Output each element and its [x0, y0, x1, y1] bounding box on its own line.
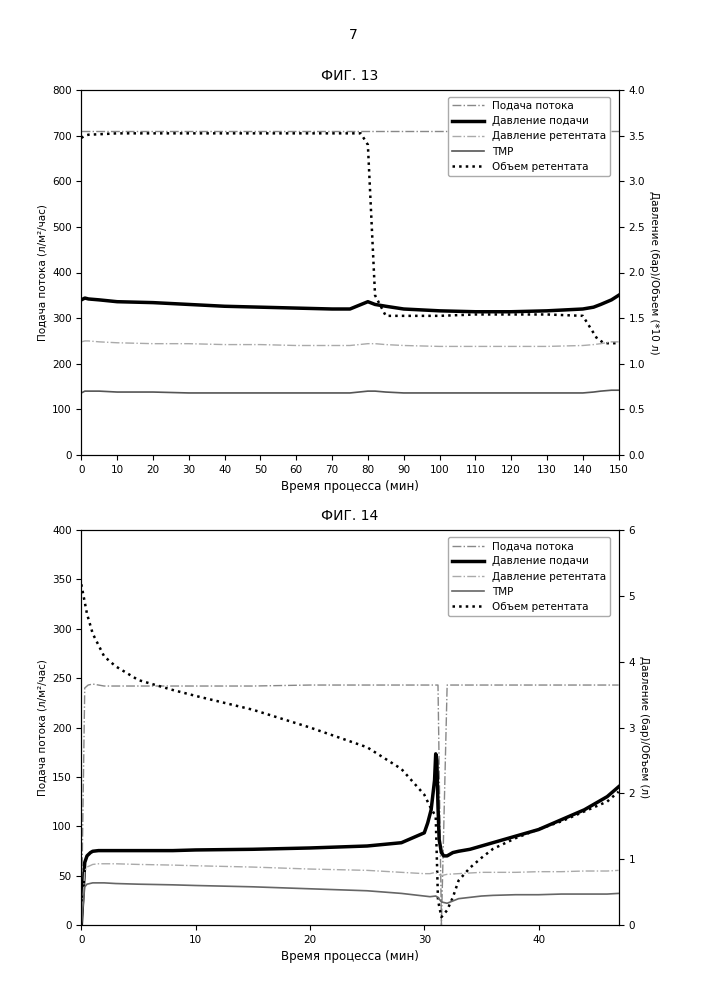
- Y-axis label: Подача потока (л/м²/час): Подача потока (л/м²/час): [37, 659, 47, 796]
- X-axis label: Время процесса (мин): Время процесса (мин): [281, 950, 419, 963]
- Legend: Подача потока, Давление подачи, Давление ретентата, ТМР, Объем ретентата: Подача потока, Давление подачи, Давление…: [448, 97, 610, 176]
- Legend: Подача потока, Давление подачи, Давление ретентата, ТМР, Объем ретентата: Подача потока, Давление подачи, Давление…: [448, 537, 610, 616]
- Y-axis label: Давление (бар)/Объем (*10 л): Давление (бар)/Объем (*10 л): [649, 191, 659, 354]
- Title: ФИГ. 13: ФИГ. 13: [322, 69, 378, 83]
- Text: 7: 7: [349, 28, 358, 42]
- Y-axis label: Давление (бар)/Объем (л): Давление (бар)/Объем (л): [639, 656, 649, 799]
- X-axis label: Время процесса (мин): Время процесса (мин): [281, 480, 419, 493]
- Title: ФИГ. 14: ФИГ. 14: [322, 509, 378, 523]
- Y-axis label: Подача потока (л/м²/час): Подача потока (л/м²/час): [37, 204, 48, 341]
